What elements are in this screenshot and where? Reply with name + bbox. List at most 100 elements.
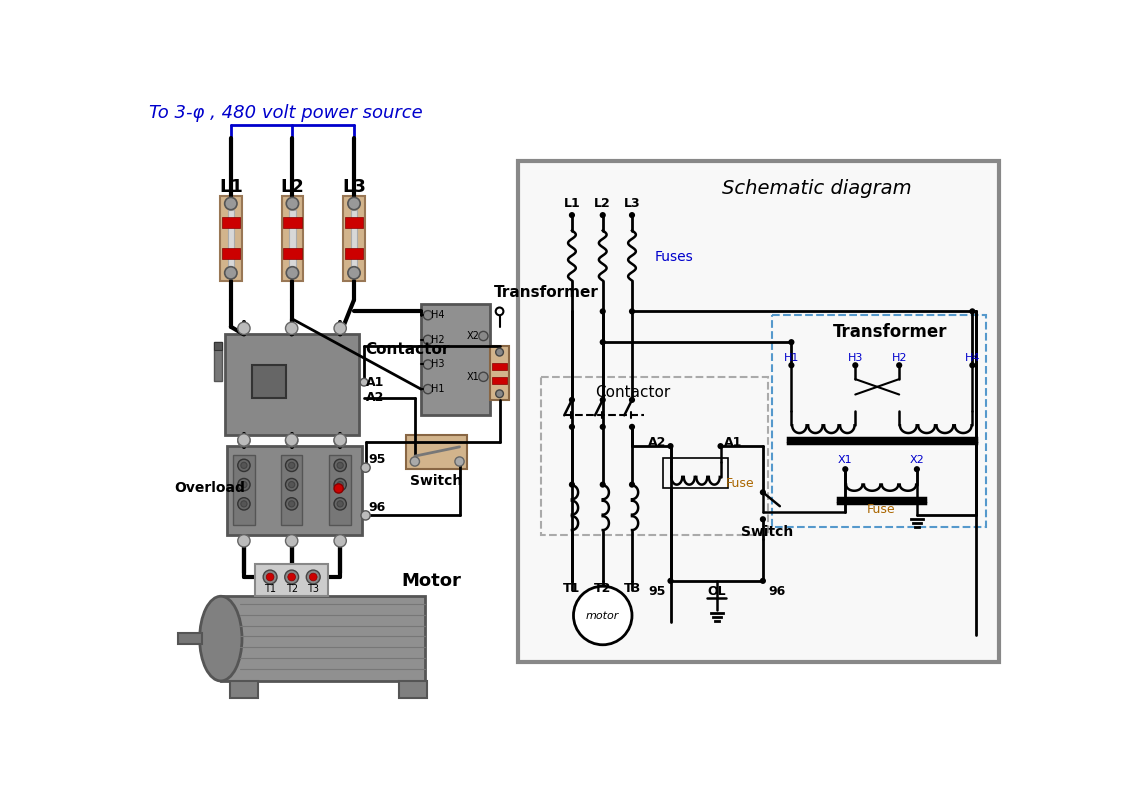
Bar [421,304,491,415]
Bar [281,456,302,524]
Bar [221,596,425,681]
Text: Switch: Switch [411,474,462,488]
Bar [492,363,508,370]
Circle shape [337,501,343,507]
Ellipse shape [200,596,243,681]
Circle shape [411,457,420,466]
Text: A1: A1 [724,436,742,448]
Text: Fuse: Fuse [725,476,755,489]
Text: H3: H3 [431,359,444,369]
Circle shape [289,481,294,488]
Text: OL: OL [707,585,726,598]
Text: A1: A1 [365,376,384,389]
Circle shape [788,362,794,369]
Circle shape [423,385,432,393]
Bar [492,377,508,384]
Circle shape [334,484,343,493]
Bar [406,435,467,469]
Circle shape [788,339,794,346]
Circle shape [360,378,368,386]
Bar [227,446,362,535]
Circle shape [969,362,976,369]
Circle shape [334,498,346,510]
Text: motor: motor [587,610,619,621]
Bar [351,210,358,267]
Circle shape [914,466,920,472]
Text: L1: L1 [564,197,580,210]
Circle shape [238,535,250,547]
Text: Overload: Overload [175,481,246,496]
Circle shape [629,308,635,314]
Circle shape [969,308,976,314]
Circle shape [495,348,503,356]
Circle shape [629,212,635,218]
Text: T2: T2 [285,583,298,594]
Circle shape [285,435,298,447]
Text: H4: H4 [964,353,980,362]
Circle shape [760,578,766,584]
Bar [663,458,729,488]
Circle shape [478,331,488,341]
Text: L3: L3 [624,197,641,210]
Circle shape [238,498,250,510]
Bar [228,210,233,267]
Circle shape [241,462,247,468]
Text: T1: T1 [264,583,276,594]
Circle shape [569,212,575,218]
Text: L3: L3 [342,178,365,196]
Circle shape [600,212,606,218]
Text: H2: H2 [431,335,444,345]
Bar [343,196,364,281]
Text: L2: L2 [281,178,305,196]
Text: T1: T1 [563,582,581,595]
Circle shape [569,424,575,430]
Circle shape [285,322,298,334]
Circle shape [238,479,250,491]
Circle shape [629,397,635,403]
Bar [221,217,240,228]
Circle shape [629,481,635,488]
Bar [220,196,241,281]
Circle shape [455,457,464,466]
Text: A2: A2 [365,391,384,404]
Bar [283,217,301,228]
Bar [178,634,202,644]
Circle shape [495,390,503,397]
Bar [214,342,221,350]
Circle shape [241,501,247,507]
Circle shape [238,435,250,447]
Bar [214,342,221,381]
Circle shape [287,267,299,279]
Bar [345,217,363,228]
Circle shape [238,434,250,446]
Text: L1: L1 [219,178,243,196]
Text: A2: A2 [649,436,667,448]
Circle shape [361,511,370,520]
Circle shape [289,501,294,507]
Bar [230,681,258,698]
Circle shape [263,570,277,584]
Circle shape [423,310,432,320]
Text: Fuses: Fuses [655,251,694,264]
Text: Transformer: Transformer [832,323,948,342]
Circle shape [361,463,370,472]
Circle shape [334,434,346,446]
Circle shape [224,197,237,210]
Circle shape [334,459,346,472]
Text: T2: T2 [594,582,611,595]
Text: H2: H2 [891,353,907,362]
Circle shape [668,443,673,449]
Circle shape [717,443,724,449]
Circle shape [285,479,298,491]
Circle shape [423,360,432,369]
Bar [345,248,363,259]
Text: L2: L2 [594,197,611,210]
Bar [329,456,351,524]
Text: To 3-φ , 480 volt power source: To 3-φ , 480 volt power source [149,104,423,122]
Text: Contactor: Contactor [596,385,670,400]
Circle shape [569,481,575,488]
Text: H3: H3 [847,353,863,362]
Circle shape [241,481,247,488]
Circle shape [760,489,766,496]
Circle shape [334,535,346,547]
